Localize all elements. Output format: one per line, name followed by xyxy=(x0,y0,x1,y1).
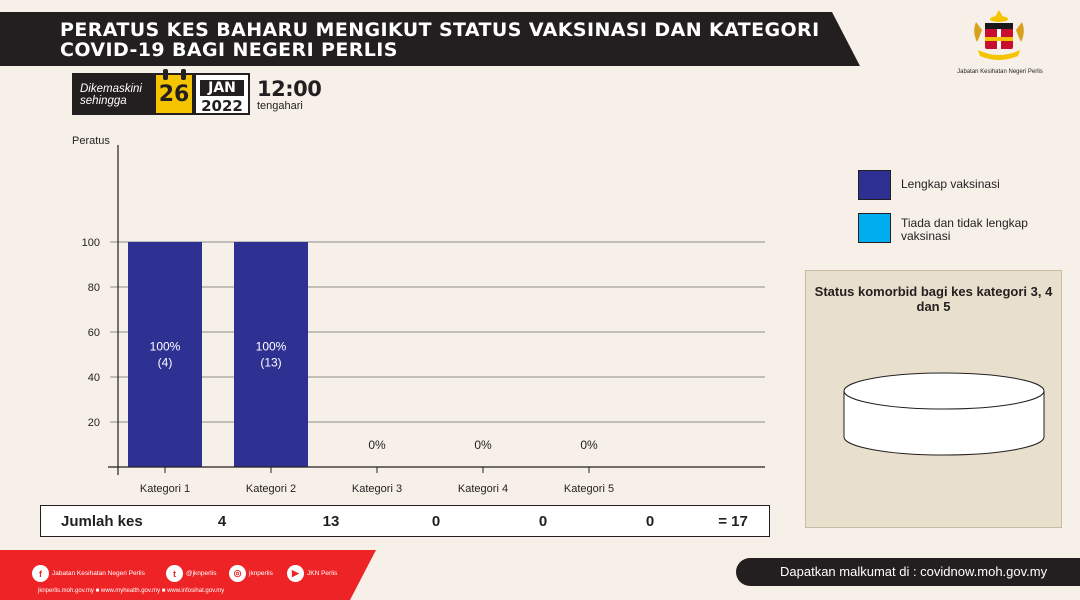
bar-complete-2 xyxy=(234,242,308,467)
title-banner xyxy=(0,12,860,66)
social-link-3[interactable]: ◎ jknperlis xyxy=(229,565,273,582)
x-tick-label: Kategori 4 xyxy=(458,483,508,495)
bar-count-label: (13) xyxy=(260,356,281,370)
comorbid-title: Status komorbid bagi kes kategori 3, 4 d… xyxy=(814,284,1053,314)
bar-percent-label: 0% xyxy=(580,438,598,452)
total-kategori-1: 4 xyxy=(217,513,227,530)
axes: 20 40 60 80 100 Peratus Kategori 1 Kategori 2 Ka… xyxy=(72,135,765,495)
total-kategori-4: 0 xyxy=(538,513,548,530)
total-kategori-5: 0 xyxy=(645,513,655,530)
youtube-icon: ▶ xyxy=(287,565,304,582)
page-title: PERATUS KES BAHARU MENGIKUT STATUS VAKSI… xyxy=(60,19,820,61)
instagram-icon: ◎ xyxy=(229,565,246,582)
y-tick-label: 20 xyxy=(88,417,100,429)
empty-cylinder-chart xyxy=(843,372,1045,456)
legend-swatch-incomplete xyxy=(858,213,891,243)
calendar-ring-icon xyxy=(163,69,168,80)
y-axis-label: Peratus xyxy=(72,135,110,147)
calendar-year: 2022 xyxy=(201,97,243,115)
twitter-icon: t xyxy=(166,565,183,582)
bar-chart: 100% (4) 100% (13) 0% 0% 0% 20 40 60 80 100 Peratus… xyxy=(72,135,765,495)
calendar-month-name: JAN xyxy=(200,80,244,96)
x-tick-label: Kategori 5 xyxy=(564,483,614,495)
footer-social-bar xyxy=(0,550,376,600)
bar-count-label: (4) xyxy=(158,356,173,370)
legend-label-incomplete: Tiada dan tidak lengkap vaksinasi xyxy=(901,216,1028,243)
update-label: Dikemaskini sehingga xyxy=(72,73,154,115)
x-tick-label: Kategori 3 xyxy=(352,483,402,495)
gridlines xyxy=(110,241,765,423)
comorbid-panel: Status komorbid bagi kes kategori 3, 4 d… xyxy=(805,270,1062,528)
social-link-4[interactable]: ▶ JKN Perlis xyxy=(287,565,337,582)
logo-caption: Jabatan Kesihatan Negeri Perlis xyxy=(957,69,1043,75)
y-tick-label: 80 xyxy=(88,282,100,294)
social-link-label: JKN Perlis xyxy=(307,570,338,577)
facebook-icon: f xyxy=(32,565,49,582)
grand-total: = 17 xyxy=(718,513,748,530)
calendar-ring-icon xyxy=(181,69,186,80)
x-tick-label: Kategori 1 xyxy=(140,483,190,495)
bars xyxy=(128,242,308,467)
total-kategori-2: 13 xyxy=(322,513,340,530)
social-link-label: jknperlis xyxy=(249,570,273,577)
legend-swatch-complete xyxy=(858,170,891,200)
totals-row: Jumlah kes 4 13 0 0 0 = 17 xyxy=(40,505,770,537)
coat-of-arms-logo xyxy=(974,10,1024,60)
footer-websites: jknperlis.moh.gov.my ■ www.myhealth.gov.… xyxy=(38,588,225,594)
bar-complete-1 xyxy=(128,242,202,467)
y-tick-label: 40 xyxy=(88,372,100,384)
x-tick-label: Kategori 2 xyxy=(246,483,296,495)
calendar-day: 26 xyxy=(154,69,194,115)
total-kategori-3: 0 xyxy=(431,513,441,530)
social-link-1[interactable]: f Jabatan Kesihatan Negeri Perlis xyxy=(32,565,145,582)
y-tick-label: 100 xyxy=(82,237,100,249)
bar-labels: 100% (4) 100% (13) 0% 0% 0% xyxy=(150,340,598,453)
bar-percent-label: 0% xyxy=(474,438,492,452)
totals-label: Jumlah kes xyxy=(61,513,143,530)
update-time-note: tengahari xyxy=(257,100,303,112)
social-link-label: @jknperlis xyxy=(186,570,217,577)
social-link-2[interactable]: t @jknperlis xyxy=(166,565,216,582)
legend-label-complete: Lengkap vaksinasi xyxy=(901,177,1000,191)
bar-percent-label: 100% xyxy=(256,340,287,354)
update-time: 12:00 xyxy=(257,77,322,101)
bar-percent-label: 100% xyxy=(150,340,181,354)
footer-info-text: Dapatkan malkumat di : covidnow.moh.gov.… xyxy=(780,564,1048,579)
y-tick-label: 60 xyxy=(88,327,100,339)
footer-info-bar xyxy=(736,558,1080,586)
bar-percent-label: 0% xyxy=(368,438,386,452)
calendar-day-value: 26 xyxy=(158,82,190,107)
social-link-label: Jabatan Kesihatan Negeri Perlis xyxy=(52,570,145,577)
calendar-month: JAN 2022 xyxy=(194,73,250,115)
